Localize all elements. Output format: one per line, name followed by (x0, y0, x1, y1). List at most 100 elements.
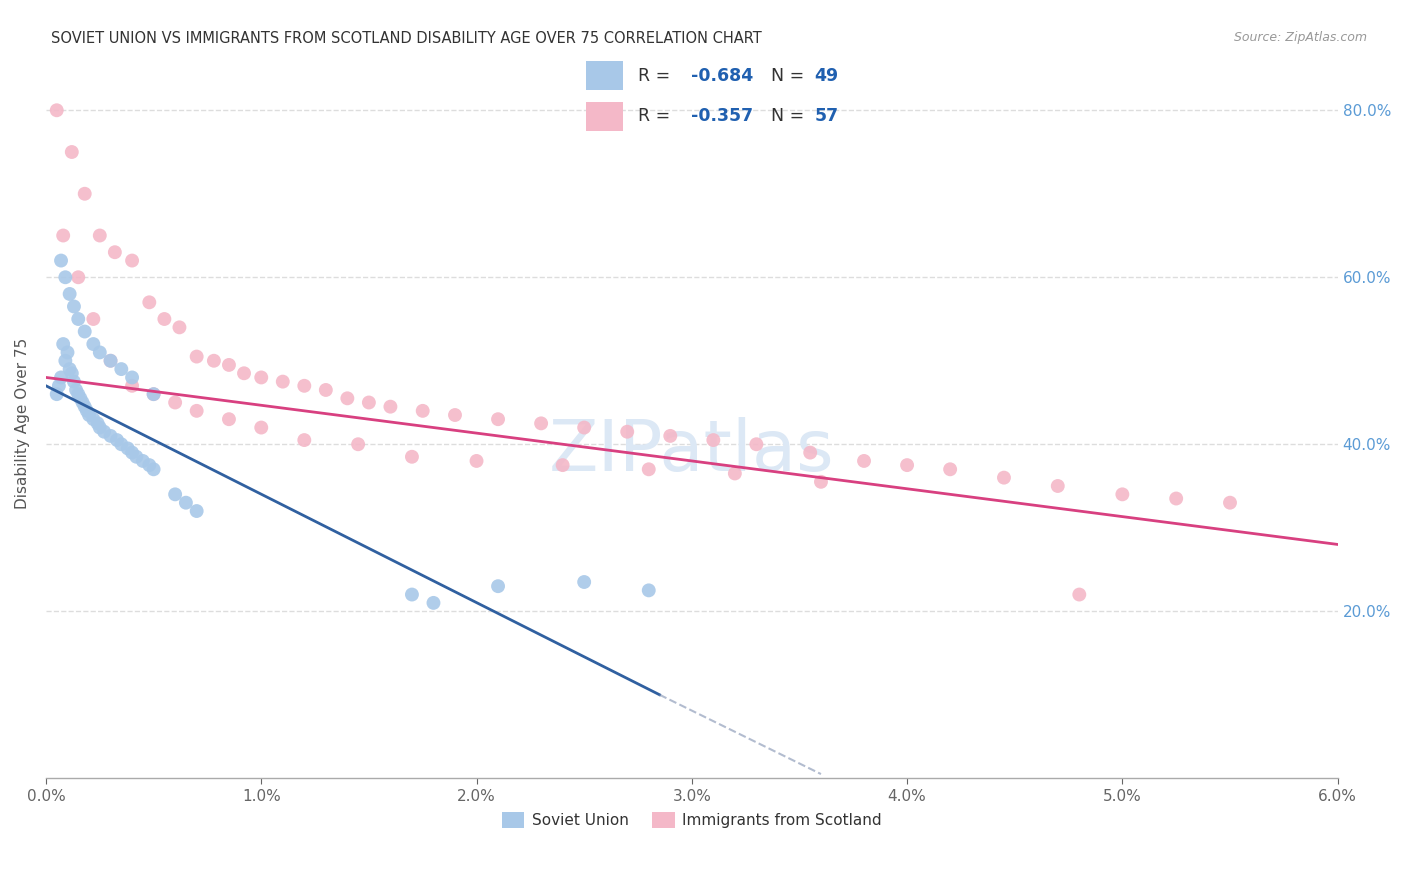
Point (153, 312, 176, 326)
Point (100, 353, 122, 368)
Point (138, 295, 160, 310)
Point (336, 392, 359, 406)
Point (939, 462, 962, 476)
Point (59, 362, 82, 376)
Point (218, 358, 240, 372)
Point (60, 366, 83, 380)
Point (530, 417, 553, 431)
Point (486, 412, 509, 426)
Point (125, 450, 148, 464)
Point (250, 370, 273, 384)
Point (93, 425, 115, 439)
Point (142, 387, 165, 401)
Point (380, 400, 402, 414)
Point (72, 395, 94, 409)
Point (165, 395, 187, 409)
Point (465, 454, 488, 468)
Point (67, 312, 90, 326)
Point (853, 454, 876, 468)
Point (45, 387, 67, 401)
Point (637, 583, 659, 598)
Point (45, 103, 67, 118)
Point (186, 404, 208, 418)
Point (422, 596, 444, 610)
Text: R =: R = (638, 67, 676, 85)
Point (59, 287, 82, 301)
Point (48, 379, 70, 393)
Point (121, 253, 143, 268)
Point (1069, 588, 1091, 602)
Point (233, 366, 256, 380)
Point (1166, 491, 1188, 506)
Point (637, 462, 659, 476)
Point (110, 437, 132, 451)
Point (73, 400, 96, 414)
Point (53, 270, 76, 285)
Point (49, 370, 72, 384)
Point (165, 487, 187, 501)
Point (347, 437, 370, 451)
Point (745, 437, 768, 451)
Point (292, 379, 315, 393)
Point (357, 395, 380, 409)
Point (121, 379, 143, 393)
Point (444, 408, 467, 422)
Point (56, 345, 79, 359)
Point (702, 433, 724, 447)
Point (659, 429, 682, 443)
Point (73, 186, 96, 201)
Point (132, 454, 155, 468)
Point (551, 458, 574, 472)
Text: -0.357: -0.357 (690, 107, 754, 125)
FancyBboxPatch shape (586, 102, 623, 130)
Point (82, 412, 104, 426)
Text: N =: N = (772, 107, 810, 125)
Point (117, 442, 139, 456)
Point (52, 228, 75, 243)
Legend: Soviet Union, Immigrants from Scotland: Soviet Union, Immigrants from Scotland (495, 806, 889, 834)
Point (100, 429, 122, 443)
Point (799, 445, 821, 459)
Point (401, 450, 423, 464)
Point (412, 404, 434, 418)
Point (138, 458, 160, 472)
Point (315, 383, 337, 397)
Point (100, 353, 122, 368)
Point (49, 253, 72, 268)
Point (202, 353, 225, 368)
Point (724, 467, 747, 481)
Point (142, 462, 165, 476)
Point (53, 353, 76, 368)
Point (52, 337, 75, 351)
Point (67, 270, 90, 285)
Point (104, 245, 127, 260)
Text: SOVIET UNION VS IMMIGRANTS FROM SCOTLAND DISABILITY AGE OVER 75 CORRELATION CHAR: SOVIET UNION VS IMMIGRANTS FROM SCOTLAND… (51, 31, 762, 46)
Point (1219, 496, 1241, 510)
Point (186, 350, 208, 364)
Point (186, 504, 208, 518)
Point (121, 370, 143, 384)
Point (110, 362, 132, 376)
Point (86, 417, 108, 431)
Point (174, 496, 197, 510)
Point (1046, 479, 1069, 493)
Point (60, 145, 83, 159)
Point (82, 312, 104, 326)
Point (121, 445, 143, 459)
Point (73, 325, 96, 339)
Point (65, 383, 87, 397)
Point (142, 387, 165, 401)
Point (89, 228, 111, 243)
Point (271, 375, 294, 389)
Point (218, 412, 240, 426)
Point (169, 320, 191, 334)
Point (63, 375, 86, 389)
Point (486, 579, 509, 593)
Point (69, 392, 91, 406)
Point (76, 404, 98, 418)
Point (572, 574, 595, 589)
Point (896, 458, 918, 472)
Point (572, 420, 595, 434)
FancyBboxPatch shape (586, 62, 623, 90)
Text: Source: ZipAtlas.com: Source: ZipAtlas.com (1233, 31, 1367, 45)
